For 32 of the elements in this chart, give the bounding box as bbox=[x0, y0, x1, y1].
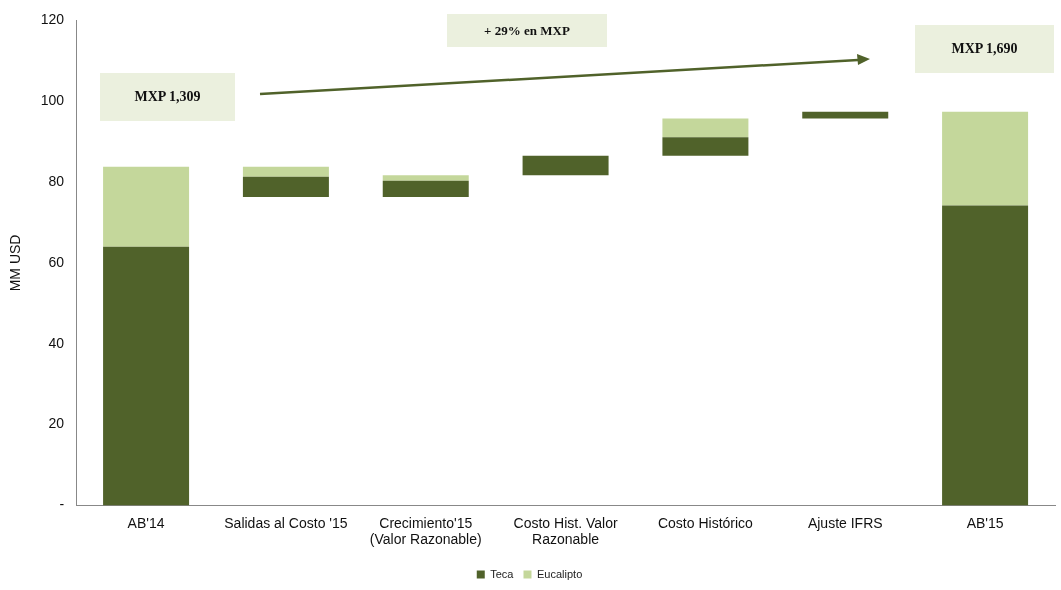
y-tick-label: 40 bbox=[48, 334, 65, 351]
y-tick-label: - bbox=[59, 496, 65, 513]
x-tick-label: Crecimiento'15 (Valor Razonable) bbox=[369, 514, 482, 548]
x-tick-label: Costo Histórico bbox=[657, 514, 754, 531]
legend-label: Eucalipto bbox=[536, 567, 583, 580]
y-axis-title: MM USD bbox=[7, 234, 24, 292]
y-tick-label: 100 bbox=[40, 92, 65, 109]
y-tick-label: 80 bbox=[48, 172, 65, 189]
x-tick-label: Ajuste IFRS bbox=[807, 514, 883, 531]
text-box: MXP 1,690 bbox=[915, 25, 1054, 73]
bar bbox=[662, 137, 749, 156]
bar bbox=[522, 155, 609, 176]
x-tick-label: AB'14 bbox=[127, 514, 165, 531]
y-tick-label: 20 bbox=[48, 415, 65, 432]
bar bbox=[103, 246, 190, 506]
bar bbox=[242, 176, 329, 198]
y-tick-label: 120 bbox=[40, 11, 65, 28]
x-tick-label: Salidas al Costo '15 bbox=[224, 514, 348, 531]
bar bbox=[382, 175, 469, 181]
bar bbox=[662, 118, 749, 138]
legend-label: Teca bbox=[490, 567, 515, 580]
bar bbox=[802, 111, 889, 119]
text-box: MXP 1,309 bbox=[100, 73, 235, 121]
bar bbox=[382, 180, 469, 198]
x-tick-label: AB'15 bbox=[966, 514, 1004, 531]
bar bbox=[942, 205, 1029, 506]
bar bbox=[103, 166, 190, 247]
bar bbox=[242, 166, 329, 177]
bar bbox=[942, 111, 1029, 206]
y-tick-label: 60 bbox=[48, 253, 65, 270]
x-tick-label: Costo Hist. Valor Razonable bbox=[513, 514, 618, 548]
text-box: + 29% en MXP bbox=[447, 14, 607, 47]
